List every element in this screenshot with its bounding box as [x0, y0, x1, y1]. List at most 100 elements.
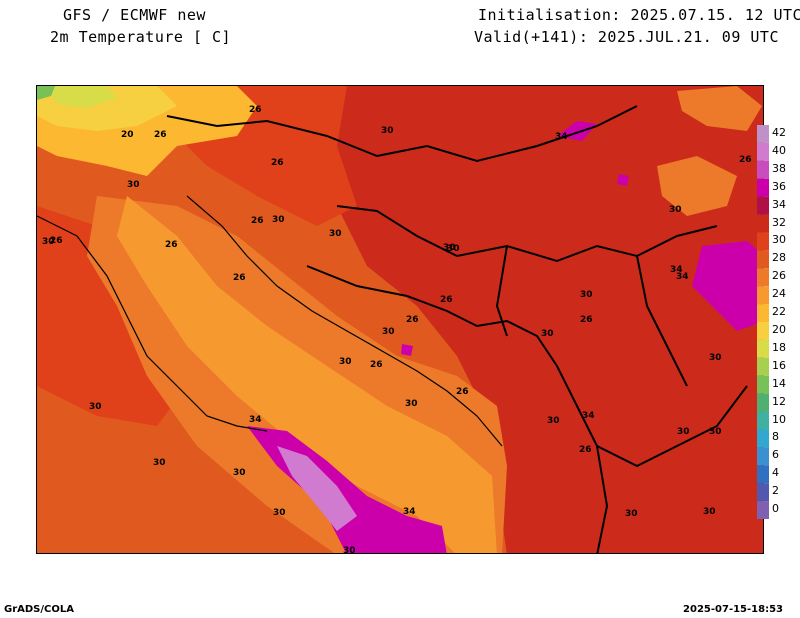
colorbar-tick-label: 16: [772, 358, 786, 372]
contour-label: 30: [381, 126, 394, 136]
contour-label: 26: [165, 240, 178, 250]
contour-label: 30: [405, 399, 418, 409]
valid-time: Valid(+141): 2025.JUL.21. 09 UTC: [474, 28, 779, 46]
contour-label: 34: [670, 265, 683, 275]
colorbar-segment: [757, 250, 769, 269]
colorbar-tick-label: 22: [772, 305, 786, 319]
colorbar-tick-label: 34: [772, 197, 786, 211]
colorbar-segment: [757, 268, 769, 287]
contour-label: 30: [233, 468, 246, 478]
contour-label: 26: [249, 105, 262, 115]
model-title: GFS / ECMWF new: [63, 6, 206, 24]
colorbar-segment: [757, 214, 769, 233]
init-time: Initialisation: 2025.07.15. 12 UTC: [478, 6, 800, 24]
hot-zone-east: [692, 241, 763, 331]
contour-label: 30: [273, 508, 286, 518]
contour-label: 26: [739, 155, 752, 165]
contour-label: 26: [580, 315, 593, 325]
colorbar-tick-label: 14: [772, 376, 786, 390]
contour-label: 26: [440, 295, 453, 305]
contour-label: 30: [677, 427, 690, 437]
contour-label: 30: [329, 229, 342, 239]
contour-label: 30: [443, 243, 456, 253]
contour-label: 34: [555, 132, 568, 142]
colorbar-tick-label: 42: [772, 126, 786, 139]
contour-label: 30: [709, 353, 722, 363]
hot-spot-small: [617, 174, 629, 186]
colorbar-tick-label: 20: [772, 323, 786, 336]
temperature-map: 20 26 26 30 26 30 26 30 30 26 30 26 30 26 30 34 30 30 34 30…: [36, 85, 764, 554]
colorbar-tick-label: 0: [772, 502, 779, 516]
contour-label: 30: [343, 546, 356, 554]
colorbar-tick-label: 38: [772, 161, 786, 175]
hot-spot-bosnia: [401, 344, 413, 356]
contour-label: 30: [703, 507, 716, 517]
colorbar-segment: [757, 232, 769, 251]
colorbar-tick-label: 6: [772, 448, 779, 462]
contour-label: 30: [547, 416, 560, 426]
contour-label: 26: [406, 315, 419, 325]
colorbar-segment: [757, 339, 769, 358]
contour-label: 30: [153, 458, 166, 468]
colorbar-segment: [757, 304, 769, 322]
contour-label: 34: [403, 507, 416, 517]
hot-zone-italy-core: [277, 446, 357, 531]
colorbar-tick-label: 4: [772, 466, 779, 480]
colorbar-segment: [757, 357, 769, 376]
colorbar-segment: [757, 393, 769, 412]
contour-label: 30: [447, 244, 460, 254]
colorbar-segment: [757, 286, 769, 305]
contour-label: 30: [272, 215, 285, 225]
colorbar-tick-label: 8: [772, 430, 779, 444]
contour-label: 26: [456, 387, 469, 397]
colorbar-segment: [757, 160, 769, 179]
contour-label: 30: [669, 205, 682, 215]
colorbar-segment: [757, 375, 769, 394]
colorbar-segment: [757, 322, 769, 340]
borders: [166, 105, 748, 553]
coastline: [37, 195, 503, 447]
colorbar-tick-label: 40: [772, 143, 786, 157]
cool-spot: [47, 86, 117, 108]
contour-label: 30: [580, 290, 593, 300]
colorbar-segment: [757, 196, 769, 215]
colorbar-segment: [757, 483, 769, 502]
contour-label: 26: [579, 445, 592, 455]
colorbar-tick-label: 36: [772, 179, 786, 193]
contour-label: 26: [233, 273, 246, 283]
contour-label: 30: [89, 402, 102, 412]
footer-left: GrADS/COLA: [4, 604, 74, 615]
contour-label: 20: [121, 130, 134, 140]
contour-label: 30: [709, 427, 722, 437]
colorbar-segment: [757, 429, 769, 448]
contour-label: 26: [50, 236, 63, 246]
colorbar-tick-label: 12: [772, 394, 786, 408]
colorbar-segment: [757, 501, 769, 519]
colorbar-segment: [757, 411, 769, 430]
colorbar-segment: [757, 465, 769, 484]
contour-label: 30: [625, 509, 638, 519]
contour-label: 30: [42, 237, 55, 247]
cool-spot-2: [37, 86, 55, 100]
contour-label: 34: [676, 272, 689, 282]
contour-label: 30: [339, 357, 352, 367]
contour-label: 26: [251, 216, 264, 226]
contour-label: 34: [249, 415, 262, 425]
colorbar-segment: [757, 178, 769, 197]
warm-blob-e: [657, 156, 737, 216]
contour-label: 26: [271, 158, 284, 168]
colorbar-segment: [757, 447, 769, 466]
colorbar-tick-label: 2: [772, 484, 779, 498]
variable-title: 2m Temperature [ C]: [50, 28, 232, 46]
colorbar-tick-label: 24: [772, 287, 786, 301]
contour-label: 34: [582, 411, 595, 421]
contour-label: 26: [154, 130, 167, 140]
contour-label: 26: [370, 360, 383, 370]
warm-blob-ne: [677, 86, 762, 131]
colorbar-tick-label: 26: [772, 269, 786, 283]
colorbar-tick-label: 10: [772, 412, 786, 426]
adriatic-zone: [117, 196, 497, 553]
colorbar-tick-label: 30: [772, 233, 786, 247]
